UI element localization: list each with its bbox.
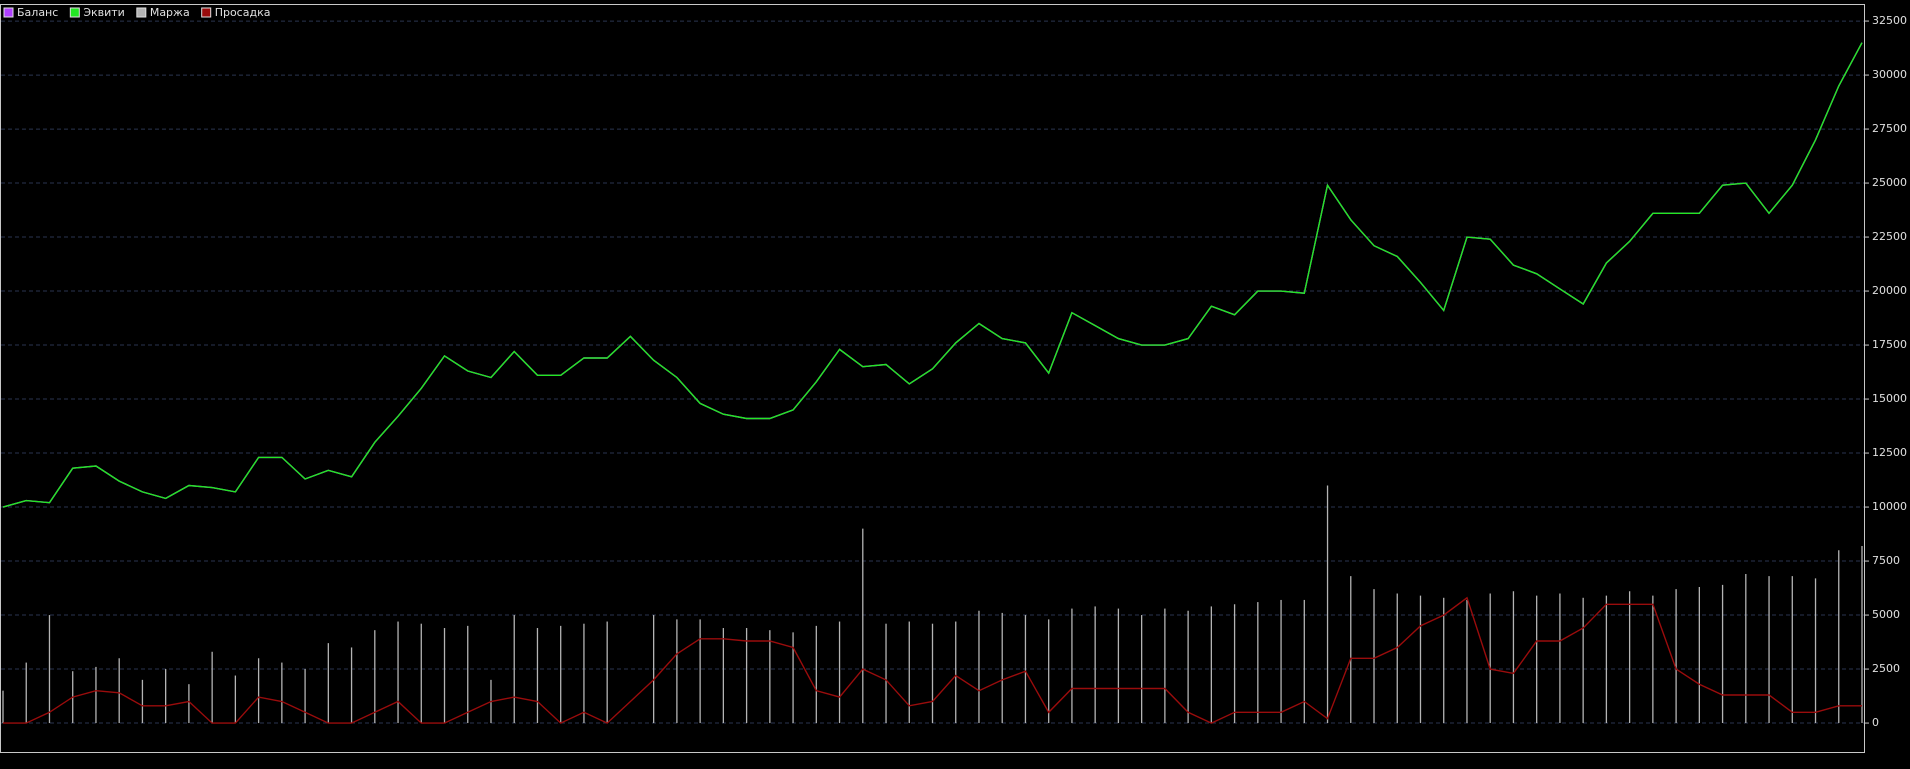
series-line <box>2 42 1863 508</box>
y-tick-label: 0 <box>1872 716 1879 729</box>
y-tick-label: 10000 <box>1872 500 1907 513</box>
y-tick-label: 27500 <box>1872 122 1907 135</box>
legend-label: Баланс <box>17 6 58 19</box>
legend: Баланс Эквити Маржа Просадка <box>3 6 271 19</box>
y-tick-label: 2500 <box>1872 662 1900 675</box>
y-tick-label: 22500 <box>1872 230 1907 243</box>
y-tick-label: 17500 <box>1872 338 1907 351</box>
y-tick-label: 5000 <box>1872 608 1900 621</box>
y-tick-label: 30000 <box>1872 68 1907 81</box>
plot-frame <box>0 4 1865 753</box>
y-tick-label: 7500 <box>1872 554 1900 567</box>
y-tick-label: 20000 <box>1872 284 1907 297</box>
y-tick-label: 12500 <box>1872 446 1907 459</box>
legend-label: Просадка <box>215 6 271 19</box>
legend-swatch <box>69 7 80 18</box>
legend-swatch <box>201 7 212 18</box>
legend-swatch <box>3 7 14 18</box>
legend-label: Маржа <box>150 6 190 19</box>
series-line <box>3 596 1862 724</box>
legend-label: Эквити <box>83 6 125 19</box>
y-tick-label: 25000 <box>1872 176 1907 189</box>
legend-swatch <box>136 7 147 18</box>
y-tick-label: 15000 <box>1872 392 1907 405</box>
y-tick-label: 32500 <box>1872 14 1907 27</box>
